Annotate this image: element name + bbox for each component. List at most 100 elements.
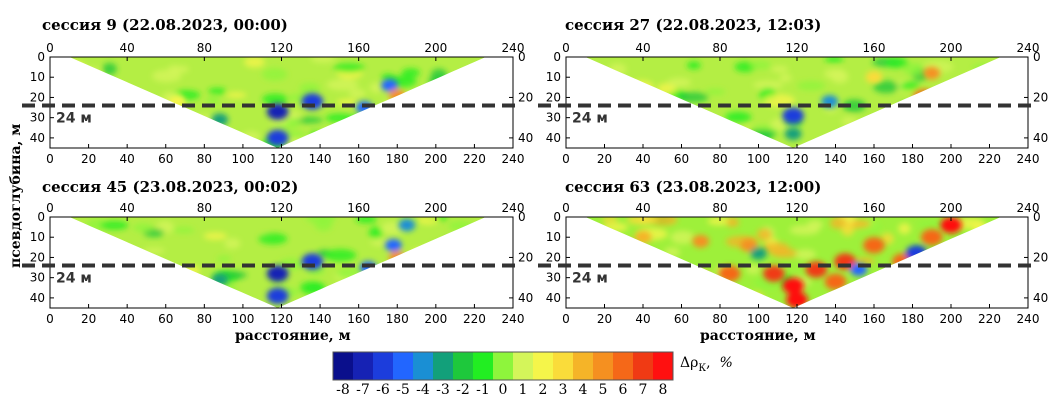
y-tick-label: 20 [30,90,45,104]
texture-blob [945,135,969,143]
x-top-tick-label: 160 [863,201,886,215]
reference-line-label: 24 м [56,111,92,127]
texture-blob [173,227,195,234]
texture-blob [102,62,117,75]
x-tick-label: 120 [786,152,809,166]
x-top-tick-label: 120 [270,41,293,55]
x-top-tick-label: 80 [197,201,212,215]
texture-blob [630,266,658,275]
texture-blob [585,229,601,237]
x-top-tick-label: 200 [424,41,447,55]
x-axis-label-right: расстояние, м [700,328,816,344]
colorbar-cell [653,352,673,380]
texture-blob [950,289,967,297]
y-right-tick-label: 0 [518,50,526,64]
x-tick-label: 120 [270,312,293,326]
colorbar-tick: 8 [658,382,668,398]
texture-blob [156,127,178,134]
colorbar-tick: 0 [498,382,508,398]
colorbar-cell [373,352,393,380]
texture-blob [923,249,940,257]
anomaly-4-3 [763,265,785,282]
texture-blob [898,223,911,235]
texture-blob [940,116,970,123]
texture-blob [132,223,154,232]
anomaly-4-8 [718,265,741,282]
texture-blob [449,141,471,148]
texture-blob [442,241,472,253]
texture-blob [585,138,603,148]
texture-blob [937,294,955,308]
colorbar-tick: 5 [598,382,608,398]
texture-blob [141,113,162,123]
texture-blob [957,228,980,239]
colorbar-tick: -4 [416,382,430,398]
texture-blob [873,80,899,94]
x-tick-label: 140 [824,312,847,326]
section-content-4 [585,217,1002,308]
texture-blob [413,254,439,263]
x-top-tick-label: 120 [270,201,293,215]
texture-blob [357,116,374,126]
texture-blob [418,217,439,225]
x-top-tick-label: 80 [712,41,727,55]
x-top-tick-label: 40 [120,201,135,215]
x-tick-label: 160 [347,312,370,326]
texture-blob [335,135,350,146]
colorbar-cell [633,352,653,380]
colorbar-cell [533,352,553,380]
y-tick-label: 40 [546,291,561,305]
x-tick-label: 100 [747,152,770,166]
texture-blob [889,132,911,140]
x-tick-label: 20 [81,152,96,166]
colorbar-tick: -6 [376,382,390,398]
texture-blob [206,96,220,105]
texture-blob [596,138,609,148]
y-right-tick-label: 40 [518,291,533,305]
texture-blob [638,126,651,139]
texture-blob [461,122,486,137]
texture-blob [187,137,212,147]
texture-blob [74,297,93,304]
texture-blob [630,80,654,94]
x-tick-label: 0 [562,152,570,166]
texture-blob [467,70,486,85]
y-tick-label: 0 [553,50,561,64]
colorbar [332,351,674,381]
colorbar-tick: 2 [538,382,548,398]
y-right-tick-label: 40 [1033,291,1048,305]
texture-blob [212,135,233,146]
texture-blob [789,224,820,236]
texture-blob [795,249,816,260]
texture-blob [439,81,470,90]
texture-blob [916,220,948,229]
x-top-tick-label: 160 [347,41,370,55]
texture-blob [608,63,627,76]
colorbar-cell [433,352,453,380]
texture-blob [750,291,764,305]
x-tick-label: 240 [1017,152,1040,166]
colorbar-label-comma: , [706,355,720,371]
texture-blob [655,116,681,125]
x-tick-label: 240 [502,152,525,166]
texture-blob [173,126,205,137]
anomaly-4-9 [692,234,710,248]
anomaly-2-1 [782,107,804,124]
colorbar-cell [593,352,613,380]
texture-blob [200,287,224,300]
x-top-tick-label: 0 [46,41,54,55]
colorbar-tick: -7 [356,382,370,398]
anomalies-1 [168,79,406,146]
x-tick-label: 80 [712,152,727,166]
texture-blob [390,112,419,127]
anomaly-2-3 [784,127,802,141]
colorbar-label-main: Δρ [680,355,699,371]
texture-blob [935,112,951,120]
texture-blob [109,254,122,265]
texture-blob [458,298,486,308]
texture-blob [857,133,875,146]
texture-blob [902,275,924,283]
x-top-tick-label: 240 [1017,41,1040,55]
texture-blob [967,72,989,81]
texture-blob [469,121,486,135]
